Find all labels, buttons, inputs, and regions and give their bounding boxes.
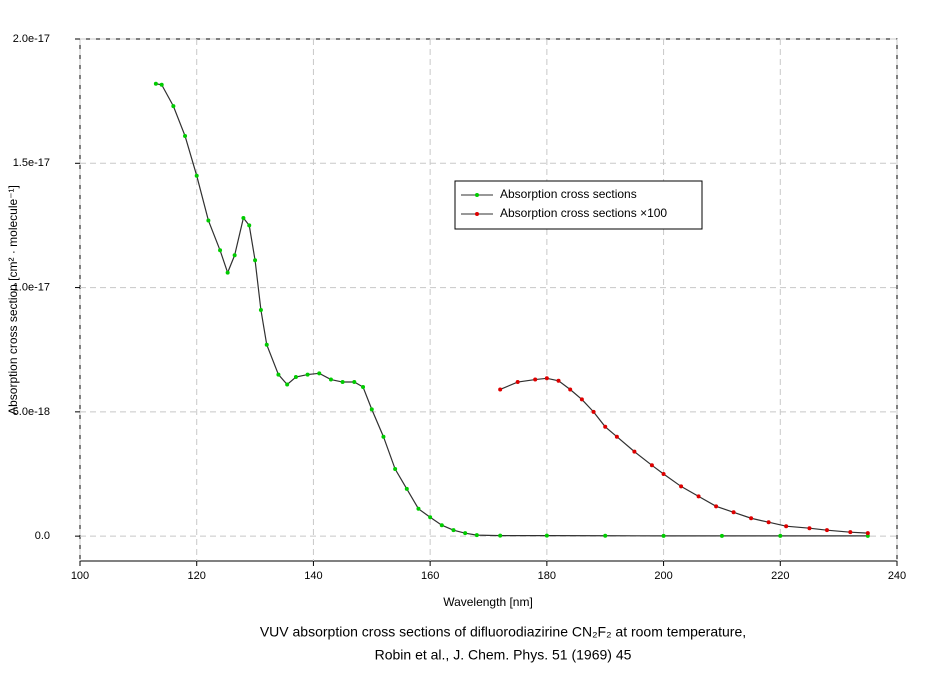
data-point [544, 376, 549, 381]
x-tick-label: 140 [304, 570, 322, 582]
x-tick-label: 160 [421, 570, 439, 582]
data-point [153, 81, 158, 86]
data-point [556, 378, 561, 383]
data-point [305, 372, 310, 377]
legend-label: Absorption cross sections [500, 187, 637, 201]
data-point [544, 533, 549, 538]
y-tick-label: 1.0e-17 [13, 281, 50, 293]
data-point [183, 133, 188, 138]
data-point [533, 377, 538, 382]
data-point [614, 434, 619, 439]
data-point [579, 397, 584, 402]
data-point [340, 380, 345, 385]
data-point [515, 380, 520, 385]
data-point [361, 385, 366, 389]
data-point [498, 387, 503, 392]
data-point [603, 533, 608, 538]
data-point [276, 372, 281, 377]
data-point [369, 407, 374, 412]
y-tick-label: 1.5e-17 [13, 157, 50, 169]
data-point [264, 342, 269, 347]
x-tick-label: 100 [71, 570, 89, 582]
legend-box [454, 180, 703, 230]
data-point [474, 533, 479, 538]
y-tick-label: 0.0 [35, 530, 50, 542]
data-point [714, 504, 719, 509]
data-point [258, 307, 263, 312]
data-point [293, 375, 298, 380]
x-tick-label: 220 [771, 570, 789, 582]
data-point [778, 533, 783, 538]
data-point [661, 472, 666, 476]
legend-marker [475, 193, 479, 197]
data-point [404, 486, 409, 491]
data-point [317, 371, 322, 376]
data-point [159, 82, 164, 87]
legend-label: Absorption cross sections ×100 [500, 206, 667, 220]
y-tick-label: 5.0e-18 [13, 406, 50, 418]
data-point [679, 484, 684, 489]
y-axis-label: Absorption cross section [cm² · molecule… [6, 185, 20, 415]
caption: VUV absorption cross sections of difluor… [260, 624, 746, 640]
data-point [865, 533, 870, 538]
data-point [632, 449, 637, 454]
data-point [498, 533, 503, 538]
data-point [865, 531, 870, 536]
data-point [568, 387, 573, 392]
data-point [328, 377, 333, 382]
legend-marker [475, 212, 479, 216]
data-point [416, 506, 421, 511]
data-point [766, 520, 771, 525]
data-point [171, 104, 176, 109]
data-point [451, 528, 456, 533]
data-point [352, 380, 357, 385]
data-point [649, 463, 654, 468]
data-point [463, 531, 468, 536]
data-point [603, 424, 608, 429]
data-point [591, 409, 596, 414]
data-point [824, 528, 829, 533]
data-point [253, 258, 258, 263]
data-point [381, 434, 386, 439]
x-tick-label: 120 [188, 570, 206, 582]
data-point [232, 253, 237, 258]
data-point [696, 494, 701, 499]
x-tick-label: 200 [654, 570, 672, 582]
series-line [155, 83, 868, 537]
data-point [218, 248, 223, 253]
x-tick-label: 240 [888, 570, 906, 582]
x-axis-label: Wavelength [nm] [443, 595, 533, 609]
x-tick-label: 180 [538, 570, 556, 582]
data-point [247, 223, 252, 228]
data-point [285, 382, 290, 387]
plot-frame [79, 38, 898, 562]
data-point [241, 215, 246, 220]
data-point [439, 523, 444, 528]
data-point [807, 526, 812, 531]
data-point [848, 530, 853, 535]
y-tick-label: 2.0e-17 [13, 33, 50, 45]
caption: Robin et al., J. Chem. Phys. 51 (1969) 4… [375, 647, 632, 663]
data-point [719, 533, 724, 538]
data-point [731, 510, 736, 515]
data-point [784, 524, 789, 529]
data-point [428, 515, 433, 520]
data-point [661, 533, 666, 538]
data-point [749, 516, 754, 521]
data-point [194, 173, 199, 178]
data-point [225, 270, 230, 275]
data-point [393, 467, 398, 472]
data-point [206, 218, 211, 223]
